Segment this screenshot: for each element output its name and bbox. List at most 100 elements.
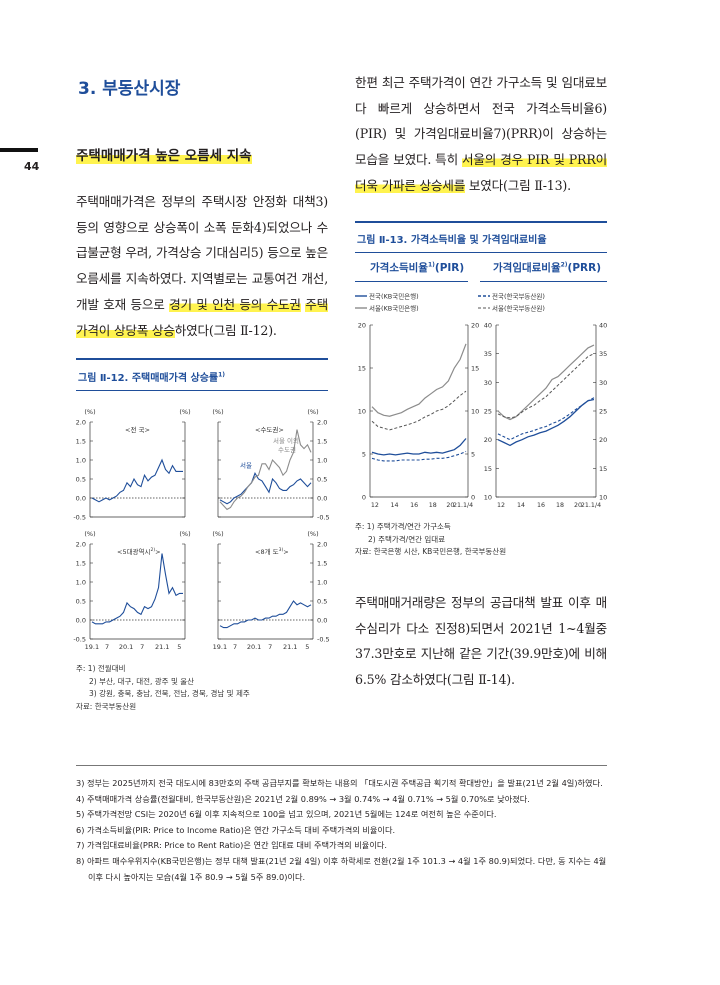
fig13-ytick-left: 15 (358, 365, 366, 373)
figure-12-title-sup: 1) (218, 371, 226, 379)
figure-13-note-1: 주: 1) 주택가격/연간 가구소득 (355, 522, 451, 531)
fig13-ytick-left: 10 (358, 408, 366, 416)
fig12-xtick-label: 5 (177, 643, 181, 651)
figure-13-note-2: 2) 주택가격/연간 임대료 (368, 534, 446, 544)
footnote-7: 7) 가격임대료비율(PRR: Price to Rent Ratio)은 연간… (76, 840, 387, 851)
fig12-ytick-label: 0.5 (317, 476, 327, 484)
fig13-ytick-left: 40 (484, 322, 492, 330)
footnote-4: 4) 주택매매가격 상승률(전월대비, 한국부동산원)은 2021년 2월 0.… (76, 793, 530, 804)
fig12-ytick-label: 2.0 (317, 419, 327, 427)
figure-12-chart: (%) (%) 2.0 1.5 1.0 0.5 0.0 -0.5 <전 국> (%) (%) 2.0 1… (73, 408, 329, 651)
footnote-rule (76, 765, 607, 766)
right-text-end: 보였다(그림 Ⅱ-13). (465, 177, 571, 193)
subheading-text: 주택매매가격 높은 오름세 지속 (76, 148, 252, 164)
fig12-xtick-label: 20.1 (247, 643, 261, 651)
fig12-panel-2: (%) (%) 2.0 1.5 1.0 0.5 0.0 -0.519.1 7 20.1 7 21.1 5… (73, 530, 190, 651)
figure-13-mid-rule (355, 252, 607, 253)
figure-13-title: 그림 Ⅱ-13. 가격소득비율 및 가격임대료비율 (357, 235, 547, 246)
fig12-xtick-label: 21.1 (283, 643, 297, 651)
fig12-panel-label: <5대광역시2)> (117, 547, 161, 556)
legend-reb-national: 전국(한국부동산원) (492, 292, 545, 301)
legend-reb-seoul: 서울(한국부동산원) (492, 304, 545, 313)
fig12-ytick-label: 1.0 (317, 579, 327, 587)
figure-12-title: 그림 Ⅱ-12. 주택매매가격 상승률1) (78, 369, 225, 384)
figure-12-notes: 주: 1) 전월대비 2) 부산, 대구, 대전, 광주 및 울산 3) 강원,… (76, 663, 328, 713)
fig13-series-line (371, 343, 467, 417)
fig12-seoul-label: 서울 (240, 461, 252, 470)
fig13-ytick-right: 35 (599, 350, 607, 358)
fig12-panel-0: (%) (%) 2.0 1.5 1.0 0.5 0.0 -0.5 <전 국> (73, 408, 190, 522)
fig12-xtick-label: 7 (233, 643, 237, 651)
footnote-5: 5) 주택가격전망 CSI는 2020년 6월 이후 지속적으로 100을 넘고… (76, 809, 497, 820)
fig13-legend: 전국(KB국민은행) 서울(KB국민은행) 전국(한국부동산원) 서울(한국부동산원) (355, 292, 545, 313)
fig12-unit-right: (%) (179, 408, 190, 416)
fig13-xtick-label: 12 (371, 502, 379, 509)
figure-12-title-text: 그림 Ⅱ-12. 주택매매가격 상승률 (78, 373, 219, 384)
figure-13-panels: 전국(KB국민은행) 서울(KB국민은행) 전국(한국부동산원) 서울(한국부동산원)… (355, 292, 607, 510)
prr-header-rule (480, 281, 607, 282)
fig12-ytick-label: 1.0 (76, 457, 86, 465)
left-paragraph: 주택매매가격은 정부의 주택시장 안정화 대책3) 등의 영향으로 상승폭이 소… (76, 189, 328, 343)
figure-12-bottom-rule (76, 390, 328, 391)
right-text-normal: 한편 최근 주택가격이 연간 가구소득 및 임대료보다 빠르게 상승하면서 전국… (355, 75, 607, 168)
fig13-xtick-label: 20 (574, 502, 582, 509)
fig12-panel-3: (%) (%) 2.0 1.5 1.0 0.5 0.0 -0.5 19.1 7 20.1 7 21.1 5… (212, 530, 329, 651)
footnotes: 3) 정부는 2025년까지 전국 대도시에 83만호의 주택 공급부지를 확보… (76, 776, 611, 885)
fig13-ytick-right: 40 (599, 322, 607, 330)
fig13-xtick-label: 16 (410, 502, 418, 509)
figure-12-source: 자료: 한국부동산원 (76, 701, 137, 711)
prr-header-text: 가격임대료비율 (493, 262, 561, 274)
left-text-end: 하였다(그림 Ⅱ-12). (174, 322, 277, 338)
fig12-ytick-label: 2.0 (76, 541, 86, 549)
fig12-xtick-label: 5 (305, 643, 309, 651)
fig12-panel-label: <전 국> (125, 425, 150, 434)
subheading: 주택매매가격 높은 오름세 지속 (76, 144, 252, 164)
section-title: 3. 부동산시장 (78, 79, 181, 99)
fig13-xtick-label: 21.1/4 (581, 502, 601, 509)
fig13-ytick-right: 20 (599, 436, 607, 444)
fig13-xtick-label: 16 (537, 502, 545, 509)
fig12-unit-left: (%) (84, 530, 95, 538)
fig13-ytick-right: 5 (471, 451, 475, 459)
fig12-xtick-label: 7 (140, 643, 144, 651)
prr-header: 가격임대료비율2)(PRR) (493, 260, 601, 275)
fig12-ytick-label: 0.0 (76, 495, 86, 503)
page-rule (0, 148, 38, 152)
fig12-ytick-label: 1.5 (317, 560, 327, 568)
fig13-ytick-right: 10 (471, 408, 479, 416)
fig12-outside-seoul-label-1: 서울 이외 (273, 436, 299, 445)
pir-header-text: 가격소득비율 (370, 262, 428, 274)
fig13-ytick-right: 20 (471, 322, 479, 330)
fig13-xtick-label: 14 (517, 502, 525, 509)
fig13-series-line (497, 397, 595, 441)
fig13-ytick-right: 15 (471, 365, 479, 373)
fig12-series-line (91, 458, 183, 503)
fig12-unit-right: (%) (179, 530, 190, 538)
fig13-xtick-label: 14 (390, 502, 398, 509)
prr-header-suffix: (PRR) (567, 262, 602, 274)
fig12-xtick-label: 19.1 (85, 643, 99, 651)
fig12-ytick-label: 1.5 (317, 438, 327, 446)
legend-kb-national: 전국(KB국민은행) (369, 292, 419, 301)
fig12-panel-label-sup: 2) (151, 547, 156, 553)
figure-13-source: 자료: 한국은행 시산, KB국민은행, 한국부동산원 (355, 547, 507, 556)
pir-header-suffix: (PIR) (434, 262, 465, 274)
fig12-ytick-label: 1.0 (317, 457, 327, 465)
pir-header-rule (355, 281, 468, 282)
fig13-ytick-left: 35 (484, 350, 492, 358)
fig12-ytick-label: -0.5 (73, 514, 86, 522)
fig12-series-line (219, 429, 312, 511)
fig12-unit-left: (%) (212, 530, 223, 538)
fig12-series-line (219, 600, 312, 629)
fig12-xtick-label: 19.1 (213, 643, 227, 651)
figure-12-note-1: 주: 1) 전월대비 (76, 664, 126, 673)
prr-header-sup: 2) (560, 261, 568, 269)
fig13-xtick-label: 20 (446, 502, 454, 509)
fig12-ytick-label: -0.5 (73, 636, 86, 644)
fig12-ytick-label: -0.5 (317, 514, 330, 522)
fig12-ytick-label: 1.5 (76, 438, 86, 446)
fig12-xtick-label: 20.1 (119, 643, 133, 651)
fig13-xtick-label: 12 (497, 502, 505, 509)
